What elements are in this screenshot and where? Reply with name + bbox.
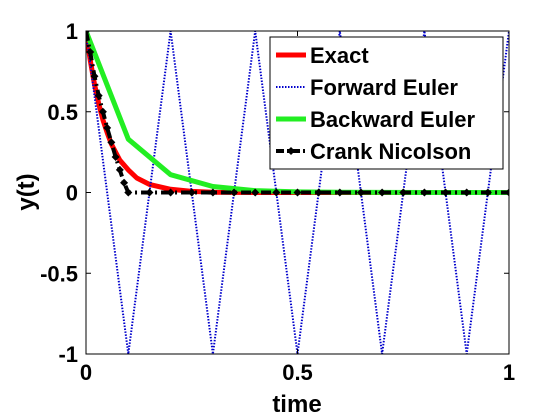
data-point-crank-nicolson xyxy=(103,123,112,132)
data-point-crank-nicolson xyxy=(86,47,95,56)
x-tick-label: 0 xyxy=(80,360,92,385)
data-point-crank-nicolson xyxy=(251,188,260,197)
y-tick-label: -0.5 xyxy=(40,261,78,286)
series-line-crank-nicolson xyxy=(86,31,509,195)
data-point-crank-nicolson xyxy=(120,178,129,187)
data-point-crank-nicolson xyxy=(293,188,302,197)
legend-label-backward-euler: Backward Euler xyxy=(310,107,476,132)
data-point-crank-nicolson xyxy=(272,188,281,197)
data-point-crank-nicolson xyxy=(124,188,133,197)
data-point-crank-nicolson xyxy=(94,91,103,100)
data-point-crank-nicolson xyxy=(441,188,450,197)
y-tick-label: -1 xyxy=(58,342,78,367)
data-point-crank-nicolson xyxy=(111,152,120,161)
data-point-crank-nicolson xyxy=(230,188,239,197)
data-point-crank-nicolson xyxy=(145,188,154,197)
data-point-crank-nicolson xyxy=(166,188,175,197)
data-point-crank-nicolson xyxy=(462,188,471,197)
data-point-crank-nicolson xyxy=(314,188,323,197)
data-point-crank-nicolson xyxy=(420,188,429,197)
data-point-crank-nicolson xyxy=(115,165,124,174)
y-tick-label: 0.5 xyxy=(47,100,78,125)
data-point-crank-nicolson xyxy=(187,188,196,197)
data-point-crank-nicolson xyxy=(356,188,365,197)
x-tick-label: 1 xyxy=(503,360,515,385)
legend-label-exact: Exact xyxy=(310,43,369,68)
legend-label-forward-euler: Forward Euler xyxy=(310,75,458,100)
data-point-crank-nicolson xyxy=(335,188,344,197)
y-axis-label: y(t) xyxy=(13,173,40,210)
data-point-crank-nicolson xyxy=(483,188,492,197)
legend-box xyxy=(269,36,504,170)
y-tick-label: 1 xyxy=(66,19,78,44)
legend-marker-crank-nicolson xyxy=(287,147,295,155)
legend-label-crank-nicolson: Crank Nicolson xyxy=(310,139,471,164)
data-point-crank-nicolson xyxy=(378,188,387,197)
x-axis-label: time xyxy=(272,391,321,418)
data-point-crank-nicolson xyxy=(399,188,408,197)
data-point-crank-nicolson xyxy=(98,107,107,116)
data-point-crank-nicolson xyxy=(208,188,217,197)
data-point-crank-nicolson xyxy=(90,72,99,81)
y-tick-label: 0 xyxy=(66,181,78,206)
legend: Exact Forward Euler Backward Euler Crank Ni… xyxy=(269,36,504,170)
x-tick-label: 0.5 xyxy=(282,360,313,385)
data-point-crank-nicolson xyxy=(86,31,90,35)
data-point-crank-nicolson xyxy=(107,138,116,147)
